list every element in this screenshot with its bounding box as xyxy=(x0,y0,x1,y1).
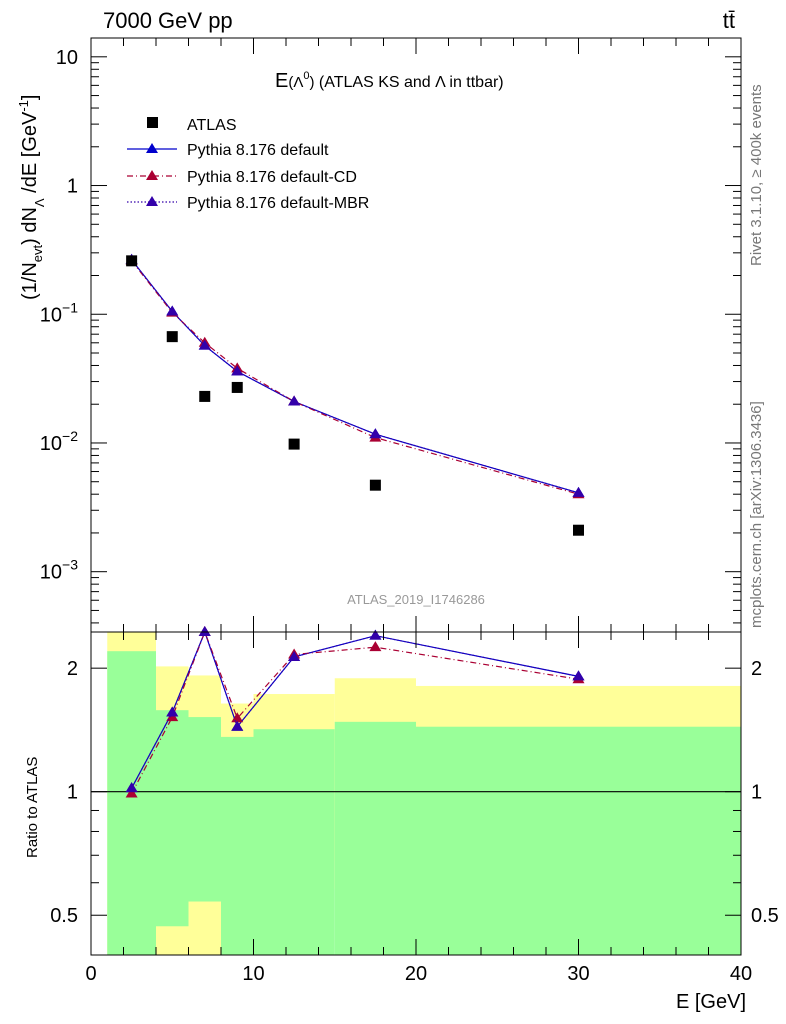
legend-marker-atlas xyxy=(147,117,158,128)
ratio-band-green-3 xyxy=(221,736,254,955)
atlas-point-6 xyxy=(573,524,584,536)
ratio-y-tick-label-right-2: 2 xyxy=(751,658,762,680)
ratio-y-tick-label-left-1: 1 xyxy=(67,782,78,804)
x-tick-label-3: 30 xyxy=(567,963,589,985)
atlas-point-1 xyxy=(166,331,178,343)
main-panel: 10−3 10−2 10−1 1 10 E(Λ0) (ATLAS KS and Λ in… xyxy=(16,37,742,633)
ratio-marker-s3-4 xyxy=(288,650,301,661)
main-marker-s3-6 xyxy=(572,486,585,497)
main-marker-s3-1 xyxy=(166,305,179,316)
ratio-marker-s3-6 xyxy=(572,670,585,681)
ratio-marker-s2-3 xyxy=(231,712,244,723)
ratio-marker-s3-2 xyxy=(198,626,211,636)
main-y-tick-label-4: 10 xyxy=(56,47,78,69)
ratio-band-green-6 xyxy=(416,726,741,955)
main-y-tick-label-0: 10−3 xyxy=(40,557,78,584)
atlas-point-2 xyxy=(199,390,211,402)
ratio-marker-s3-1 xyxy=(166,706,179,717)
title-prefix: E xyxy=(275,70,288,92)
ratio-y-tick-label-right-0: 0.5 xyxy=(751,905,779,927)
ratio-band-green-4 xyxy=(253,729,335,955)
header-process-label: tt̄ xyxy=(723,8,735,33)
ratio-marker-s3-0 xyxy=(125,782,138,793)
legend: ATLAS Pythia 8.176 default Pythia 8.176 … xyxy=(127,117,369,212)
ratio-band-green-5 xyxy=(334,721,416,955)
ratio-uncertainty-bands xyxy=(91,632,741,955)
main-y-ticks: 10−3 10−2 10−1 1 10 xyxy=(40,38,742,632)
main-line-2 xyxy=(131,260,579,495)
ylabel-part-b: evt xyxy=(30,244,45,262)
main-marker-s3-5 xyxy=(369,428,382,439)
x-axis-label: E [GeV] xyxy=(676,991,746,1013)
legend-marker-cd xyxy=(146,170,158,180)
ratio-band-green-2 xyxy=(188,717,221,902)
ratio-marker-s2-5 xyxy=(369,641,382,652)
ratio-data-layer xyxy=(125,626,585,798)
ylabel-part-f: -1 xyxy=(16,100,31,112)
ylabel-part-a: (1/N xyxy=(19,262,41,300)
main-data-layer xyxy=(125,253,585,536)
source-label: mcplots.cern.ch [arXiv:1306.3436] xyxy=(748,401,765,628)
ratio-band-green-0 xyxy=(107,651,156,955)
main-line-1 xyxy=(131,259,579,494)
atlas-point-0 xyxy=(126,255,138,267)
ratio-y-tick-label-left-0: 0.5 xyxy=(50,905,78,927)
title-close: ) xyxy=(309,74,314,91)
x-tick-label-0: 0 xyxy=(85,963,96,985)
legend-marker-mbr xyxy=(146,196,158,206)
main-y-tick-label-2: 10−1 xyxy=(40,299,78,326)
x-tick-label-1: 10 xyxy=(242,963,264,985)
ratio-marker-s2-0 xyxy=(125,787,138,798)
legend-label-atlas: ATLAS xyxy=(187,117,237,134)
ratio-y-tick-label-left-2: 2 xyxy=(67,658,78,680)
rivet-label: Rivet 3.1.10, ≥ 400k events xyxy=(748,84,765,266)
atlas-point-4 xyxy=(288,438,300,450)
analysis-watermark: ATLAS_2019_I1746286 xyxy=(347,592,485,607)
x-tick-label-2: 20 xyxy=(405,963,427,985)
main-marker-s3-4 xyxy=(288,395,301,406)
ylabel-part-e: /dE [GeV xyxy=(19,111,41,198)
legend-label-cd: Pythia 8.176 default-CD xyxy=(187,169,357,186)
legend-label-default: Pythia 8.176 default xyxy=(187,142,329,159)
legend-label-mbr: Pythia 8.176 default-MBR xyxy=(187,195,369,212)
main-line-3 xyxy=(131,259,579,494)
ylabel-part-d: Λ xyxy=(32,198,47,207)
ratio-y-axis-label: Ratio to ATLAS xyxy=(24,757,41,858)
ratio-marker-s3-5 xyxy=(369,629,382,640)
main-y-axis-label: (1/Nevt) dNΛ /dE [GeV-1] xyxy=(16,95,47,300)
atlas-point-5 xyxy=(369,479,381,491)
ratio-ticks: 0 10 20 30 40 0.5 0.5 1 1 2 2 xyxy=(50,632,779,985)
main-marker-s3-3 xyxy=(231,365,244,376)
legend-marker-default xyxy=(146,143,158,153)
ratio-band-green-1 xyxy=(156,710,189,927)
ratio-marker-s3-3 xyxy=(231,720,244,731)
ratio-y-tick-label-right-1: 1 xyxy=(751,782,762,804)
ylabel-part-g: ] xyxy=(19,95,41,101)
title-particle: (Λ xyxy=(288,74,303,91)
ratio-panel: 0 10 20 30 40 0.5 0.5 1 1 2 2 Ratio to ATLAS E [Ge… xyxy=(24,626,779,1013)
header-energy-label: 7000 GeV pp xyxy=(103,8,233,33)
title-rest: (ATLAS KS and Λ in ttbar) xyxy=(314,74,503,91)
main-y-tick-label-1: 10−2 xyxy=(40,428,78,455)
plot-title: E(Λ0) (ATLAS KS and Λ in ttbar) xyxy=(275,70,504,92)
x-tick-label-4: 40 xyxy=(730,963,752,985)
atlas-point-3 xyxy=(231,381,243,393)
main-marker-s3-2 xyxy=(198,339,211,350)
main-y-tick-label-3: 1 xyxy=(67,176,78,198)
title-superscript: 0 xyxy=(303,70,309,82)
ylabel-part-c: ) dN xyxy=(19,207,41,245)
